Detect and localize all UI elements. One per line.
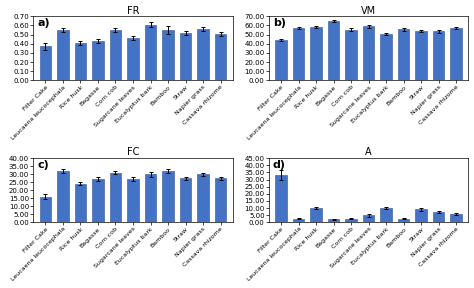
Title: A: A	[365, 147, 372, 158]
Text: b): b)	[273, 18, 286, 28]
Bar	[293, 28, 304, 80]
Bar	[145, 24, 156, 80]
Bar	[328, 21, 339, 80]
Bar	[162, 30, 173, 80]
Bar	[75, 43, 86, 80]
Bar	[381, 34, 392, 80]
Bar	[57, 171, 69, 222]
Bar	[398, 219, 410, 222]
Bar	[433, 212, 444, 222]
Bar	[180, 178, 191, 222]
Bar	[92, 41, 104, 80]
Bar	[40, 197, 51, 222]
Bar	[145, 174, 156, 222]
Bar	[328, 219, 339, 222]
Bar	[57, 30, 69, 80]
Bar	[310, 208, 322, 222]
Bar	[310, 27, 322, 80]
Bar	[128, 179, 139, 222]
Bar	[381, 208, 392, 222]
Bar	[363, 215, 374, 222]
Bar	[363, 26, 374, 80]
Bar	[110, 30, 121, 80]
Bar	[346, 30, 357, 80]
Text: d): d)	[273, 160, 286, 170]
Bar	[180, 33, 191, 80]
Text: a): a)	[37, 18, 50, 28]
Title: FC: FC	[127, 147, 139, 158]
Bar	[215, 178, 226, 222]
Bar	[450, 28, 462, 80]
Bar	[75, 184, 86, 222]
Bar	[197, 29, 209, 80]
Bar	[40, 46, 51, 80]
Bar	[433, 31, 444, 80]
Bar	[415, 31, 427, 80]
Bar	[398, 29, 410, 80]
Bar	[197, 174, 209, 222]
Bar	[415, 209, 427, 222]
Title: VM: VM	[361, 5, 376, 16]
Bar	[92, 179, 104, 222]
Bar	[275, 175, 287, 222]
Bar	[162, 171, 173, 222]
Bar	[275, 40, 287, 80]
Bar	[128, 38, 139, 80]
Bar	[346, 219, 357, 222]
Bar	[450, 214, 462, 222]
Bar	[293, 219, 304, 222]
Bar	[110, 173, 121, 222]
Title: FR: FR	[127, 5, 139, 16]
Bar	[215, 34, 226, 80]
Text: c): c)	[37, 160, 49, 170]
